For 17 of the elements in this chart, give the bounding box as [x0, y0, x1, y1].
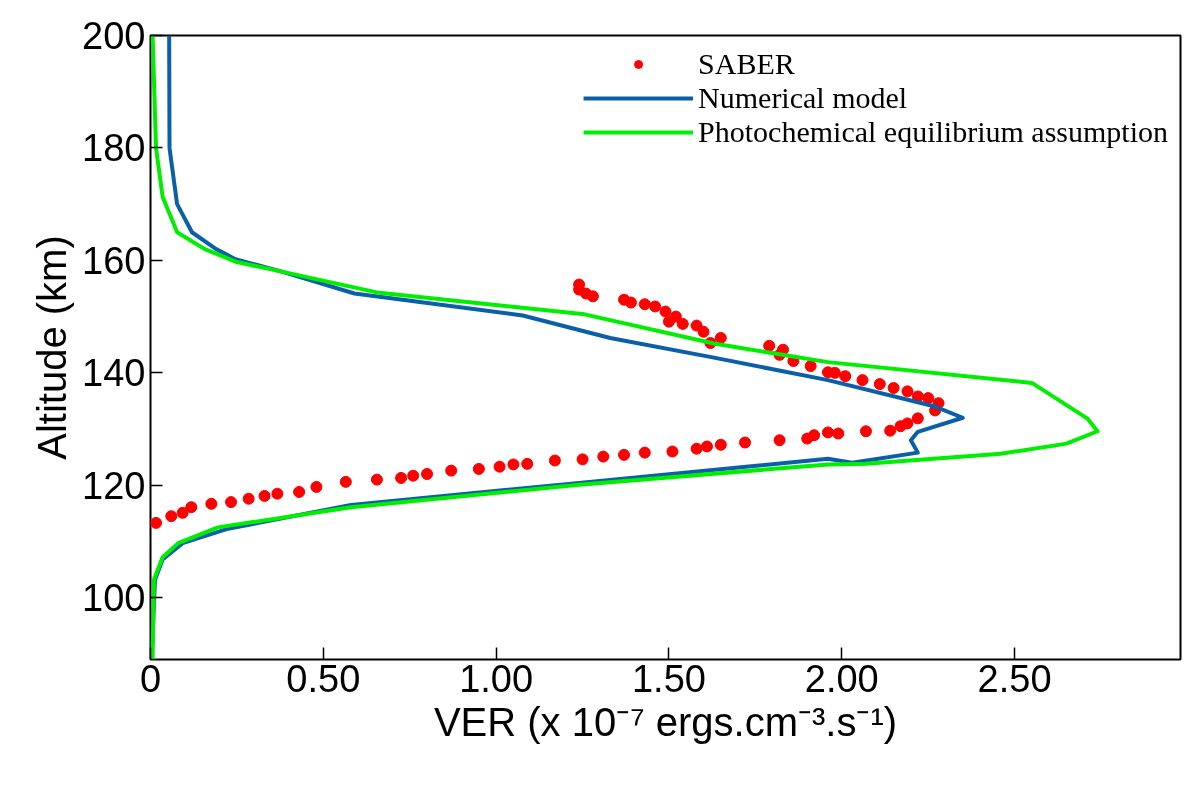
y-axis-title: Altitude (km) — [30, 235, 75, 460]
x-tick-label: 0.50 — [286, 657, 361, 700]
y-tick-label: 100 — [82, 577, 146, 620]
x-tick-label: 1.00 — [459, 657, 534, 700]
x-tick-label: 1.50 — [631, 657, 706, 700]
x-tick-label: 2.00 — [804, 657, 879, 700]
x-tick-label: 2.50 — [977, 657, 1052, 700]
x-axis-title: VER (x 10⁻⁷ ergs.cm⁻³.s⁻¹) — [433, 699, 898, 744]
y-tick-label: 160 — [82, 239, 146, 282]
legend-label: Numerical model — [698, 81, 908, 115]
x-tick-label: 0 — [139, 657, 162, 700]
y-tick-label: 200 — [82, 15, 146, 57]
y-tick-label: 120 — [82, 464, 146, 507]
legend-label: SABER — [698, 47, 795, 81]
y-tick-label: 180 — [82, 127, 146, 170]
y-tick-label: 140 — [82, 352, 146, 395]
legend-label: Photochemical equilibrium assumption — [698, 115, 1168, 149]
